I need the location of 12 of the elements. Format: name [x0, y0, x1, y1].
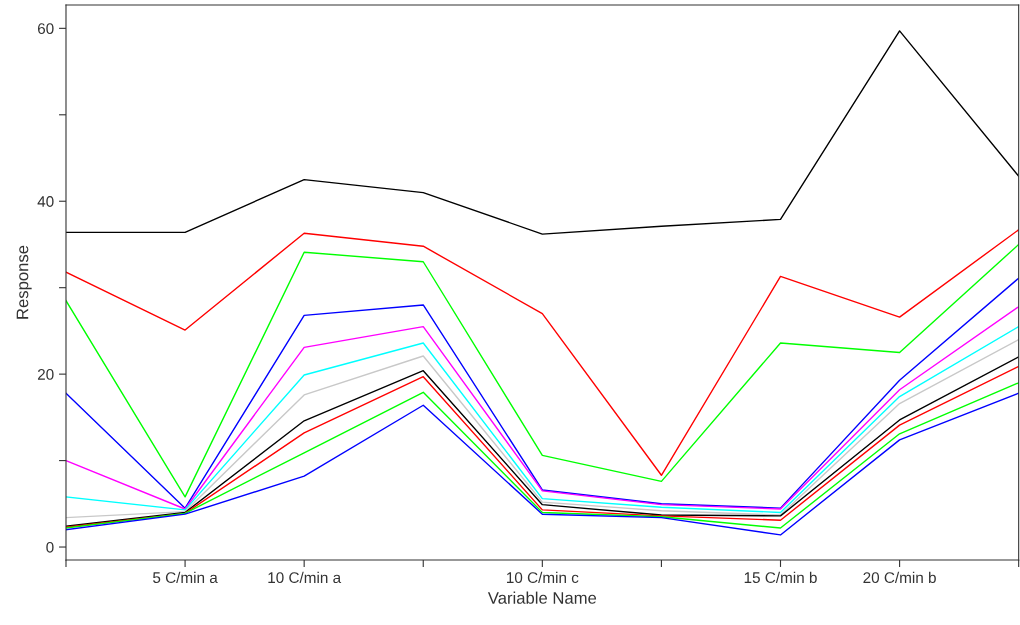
- x-axis-title: Variable Name: [487, 591, 597, 604]
- x-tick-label: 10 C/min c: [506, 571, 579, 584]
- y-tick-label: 0: [46, 541, 54, 553]
- x-tick-label: 20 C/min b: [863, 571, 936, 584]
- y-tick-label: 60: [37, 23, 54, 35]
- y-axis-title: Response: [16, 245, 32, 319]
- x-tick-label: 5 C/min a: [153, 571, 218, 584]
- line-series: [65, 30, 1019, 235]
- x-tick-label: 10 C/min a: [268, 571, 342, 584]
- y-tick-label: 40: [37, 196, 54, 207]
- y-tick-label: 20: [37, 369, 54, 380]
- x-tick-label: 15 C/min b: [744, 571, 817, 584]
